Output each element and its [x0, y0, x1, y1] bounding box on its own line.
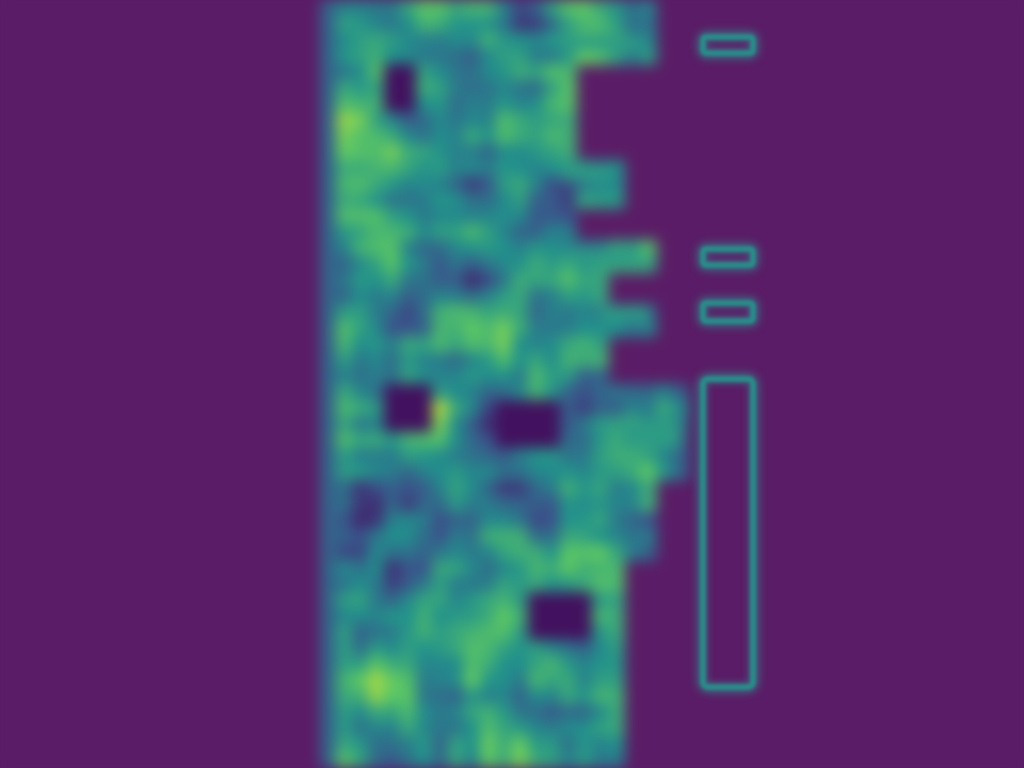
outline-dash-top: [700, 34, 756, 56]
outline-dash-lower: [700, 300, 756, 324]
outline-tall-rectangle: [700, 376, 756, 690]
outline-dash-middle: [700, 246, 756, 268]
